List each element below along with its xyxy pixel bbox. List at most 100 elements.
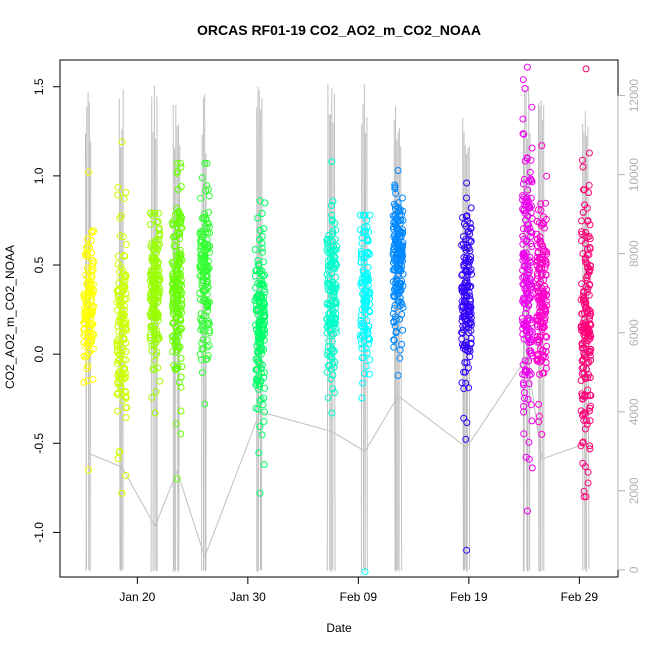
data-point [466,307,474,314]
data-point [329,197,337,205]
data-point [359,323,367,331]
data-point [392,267,400,275]
data-point [533,356,541,363]
data-point [392,190,400,197]
data-point [463,194,470,202]
data-point [521,295,529,303]
data-point [118,138,126,146]
data-point [540,220,548,228]
data-point [196,263,204,271]
data-point [586,404,594,412]
data-point [458,285,466,293]
data-point [148,394,156,401]
data-point [397,247,405,255]
data-point [526,168,534,176]
data-point [527,233,535,240]
data-point [119,233,127,241]
data-point [461,359,469,366]
data-point [527,327,535,335]
data-point [114,389,122,397]
data-point [519,192,527,200]
data-point [114,306,122,314]
data-point [523,277,531,285]
data-point [177,163,185,171]
data-point [324,394,332,402]
data-point [584,308,592,315]
altitude-transit-line [88,452,123,468]
data-point [202,187,210,195]
data-point [258,210,266,217]
data-point [206,229,213,237]
data-point [332,325,340,332]
data-point [464,308,472,316]
data-point [584,468,592,476]
data-point [521,357,529,365]
data-point [177,407,185,415]
data-point [362,344,370,352]
series-rf02 [113,138,131,497]
x-tick-label: Feb 29 [561,590,599,604]
data-point [177,355,185,362]
data-point [523,155,531,162]
data-point [329,360,337,368]
data-point [586,221,594,229]
data-point [397,227,405,235]
data-point [176,211,183,219]
data-point [198,238,206,246]
data-point [466,258,473,266]
altitude-transit-line [466,356,528,448]
altitude-transit-line [121,466,156,527]
data-point [366,370,373,378]
data-point [201,210,208,218]
data-point [253,365,261,373]
data-point [260,461,268,468]
data-point [331,389,339,397]
data-point [151,328,159,336]
data-point [534,284,541,292]
data-point [80,352,88,360]
data-point [534,206,542,214]
data-point [203,266,211,274]
data-point [539,346,547,354]
data-point [169,298,177,306]
data-point [396,354,404,362]
data-point [582,410,590,418]
data-point [581,301,588,309]
data-point [170,361,178,369]
data-point [527,156,535,164]
data-point [86,311,94,319]
data-point [391,181,399,189]
data-point [586,307,594,315]
data-point [256,294,264,302]
data-point [578,156,586,164]
data-point [114,191,122,199]
data-point [171,237,179,245]
data-point [253,266,261,274]
data-point [178,363,186,371]
data-point [537,200,545,208]
data-point [523,63,531,71]
data-point [251,246,259,253]
data-point [260,320,268,328]
data-point [399,304,407,312]
data-point [205,298,213,306]
data-point [584,330,592,338]
data-point [154,334,162,342]
data-point [148,347,156,355]
data-point [391,205,399,213]
data-point [88,295,95,303]
data-point [398,211,405,219]
data-point [325,279,333,287]
data-point [172,420,180,428]
data-point [463,179,471,187]
data-point [462,213,470,221]
data-point [174,168,181,175]
data-point [331,235,339,243]
data-point [585,329,593,337]
data-point [398,229,406,236]
data-point [528,202,535,210]
data-point [521,394,528,402]
data-point [398,243,406,251]
data-point [256,331,264,339]
